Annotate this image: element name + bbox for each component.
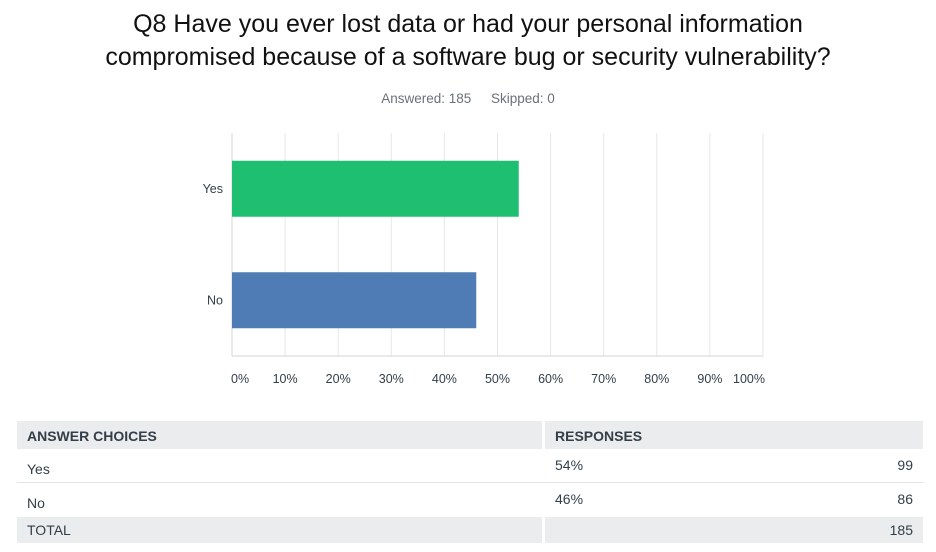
question-title-line-2: compromised because of a software bug or… [105,43,831,71]
answered-count: Answered: 185 [381,91,472,106]
bar-chart: 0% 10% 20% 30% 40% 50% 60% 70% 80% 90% 100% Yes No [203,133,765,386]
x-tick-label: 10% [273,372,298,386]
category-label: No [207,293,223,307]
table-row: No 46% 86 [17,483,923,516]
category-label: Yes [203,182,223,196]
bar-yes [232,160,519,217]
row-percent: 54% [555,457,584,473]
question-title-line-1: Q8 Have you ever lost data or had your p… [133,10,803,38]
skipped-count: Skipped: 0 [491,91,555,106]
x-tick-label: 90% [697,372,722,386]
x-tick-label: 50% [485,372,510,386]
row-count: 99 [897,457,913,473]
row-count: 86 [897,491,913,507]
table-row: Yes 54% 99 [17,449,923,483]
header-answer-choices: ANSWER CHOICES [17,421,542,449]
row-percent: 46% [555,491,584,507]
response-summary: Answered: 185 Skipped: 0 [0,91,936,106]
question-title: Q8 Have you ever lost data or had your p… [0,8,936,74]
x-tick-label: 20% [326,372,351,386]
table-total-row: TOTAL 185 [17,517,923,543]
x-tick-label: 70% [591,372,616,386]
total-label: TOTAL [17,517,542,543]
row-choice: Yes [27,461,50,477]
x-tick-label: 100% [733,372,765,386]
bar-no [232,272,477,329]
x-tick-label: 40% [432,372,457,386]
x-tick-label: 80% [644,372,669,386]
x-tick-label: 30% [379,372,404,386]
table-header-row: ANSWER CHOICES RESPONSES [17,421,923,449]
x-tick-label: 0% [231,372,249,386]
x-tick-label: 60% [538,372,563,386]
header-responses: RESPONSES [545,421,923,449]
row-choice: No [27,495,45,511]
total-count: 185 [545,517,923,543]
